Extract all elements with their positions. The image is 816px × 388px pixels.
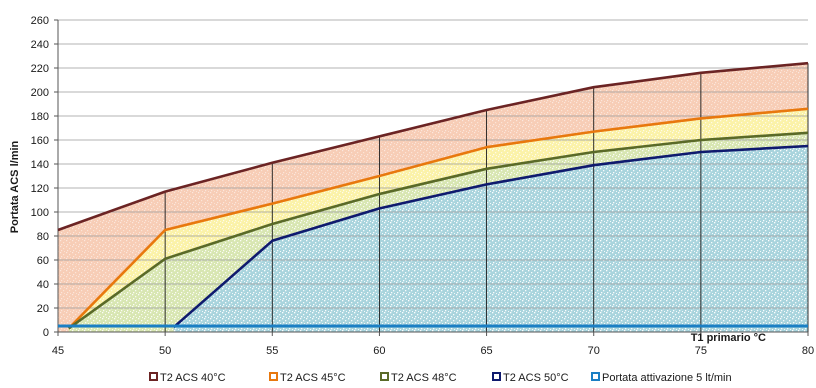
legend-item-1: T2 ACS 40°C — [149, 372, 226, 384]
series-lines — [57, 61, 809, 330]
legend-label: T2 ACS 40°C — [160, 372, 226, 384]
x-tick-label: 80 — [802, 345, 814, 357]
y-axis-title: Portata ACS l/min — [9, 140, 21, 233]
series-line-2 — [67, 107, 809, 330]
series-line-3 — [67, 131, 809, 330]
legend-swatch — [492, 372, 501, 381]
y-tick-label: 0 — [43, 327, 49, 339]
y-tick-label: 40 — [37, 279, 49, 291]
y-tick-label: 140 — [31, 159, 49, 171]
y-tick-label: 160 — [31, 135, 49, 147]
legend-label: T2 ACS 50°C — [503, 372, 569, 384]
x-tick-label: 75 — [695, 345, 707, 357]
x-tick-label: 60 — [373, 345, 385, 357]
y-tick-label: 80 — [37, 231, 49, 243]
y-tick-label: 180 — [31, 111, 49, 123]
y-tick-label: 120 — [31, 183, 49, 195]
axes — [54, 19, 809, 336]
legend-swatch — [269, 372, 278, 381]
y-tick-label: 200 — [31, 87, 49, 99]
legend-item-2: T2 ACS 45°C — [269, 372, 346, 384]
x-tick-label: 70 — [588, 345, 600, 357]
legend-swatch — [591, 372, 600, 381]
x-tick-label: 65 — [480, 345, 492, 357]
legend-swatch — [380, 372, 389, 381]
area-texture-4 — [173, 146, 808, 332]
x-tick-label: 45 — [52, 345, 64, 357]
x-tick-label: 55 — [266, 345, 278, 357]
legend-item-3: T2 ACS 48°C — [380, 372, 457, 384]
legend-swatch — [149, 372, 158, 381]
y-tick-label: 240 — [31, 39, 49, 51]
legend-item-4: T2 ACS 50°C — [492, 372, 569, 384]
series-line-4 — [172, 144, 809, 329]
legend-item-5: Portata attivazione 5 lt/min — [591, 372, 732, 384]
y-tick-label: 20 — [37, 303, 49, 315]
legend-label: Portata attivazione 5 lt/min — [602, 372, 732, 384]
y-tick-label: 260 — [31, 15, 49, 27]
x-axis-title: T1 primario °C — [691, 332, 766, 344]
tick-labels: 0 20 40 60 80 100 120 140 160 180 200 220 240 260 45 50… — [31, 15, 814, 357]
legend-label: T2 ACS 45°C — [280, 372, 346, 384]
x-tick-label: 50 — [159, 345, 171, 357]
y-tick-label: 60 — [37, 255, 49, 267]
legend: T2 ACS 40°C T2 ACS 45°C T2 ACS 48°C T2 ACS … — [149, 372, 732, 384]
y-tick-label: 220 — [31, 63, 49, 75]
legend-label: T2 ACS 48°C — [391, 372, 457, 384]
series-line-1 — [57, 61, 809, 232]
y-tick-label: 100 — [31, 207, 49, 219]
